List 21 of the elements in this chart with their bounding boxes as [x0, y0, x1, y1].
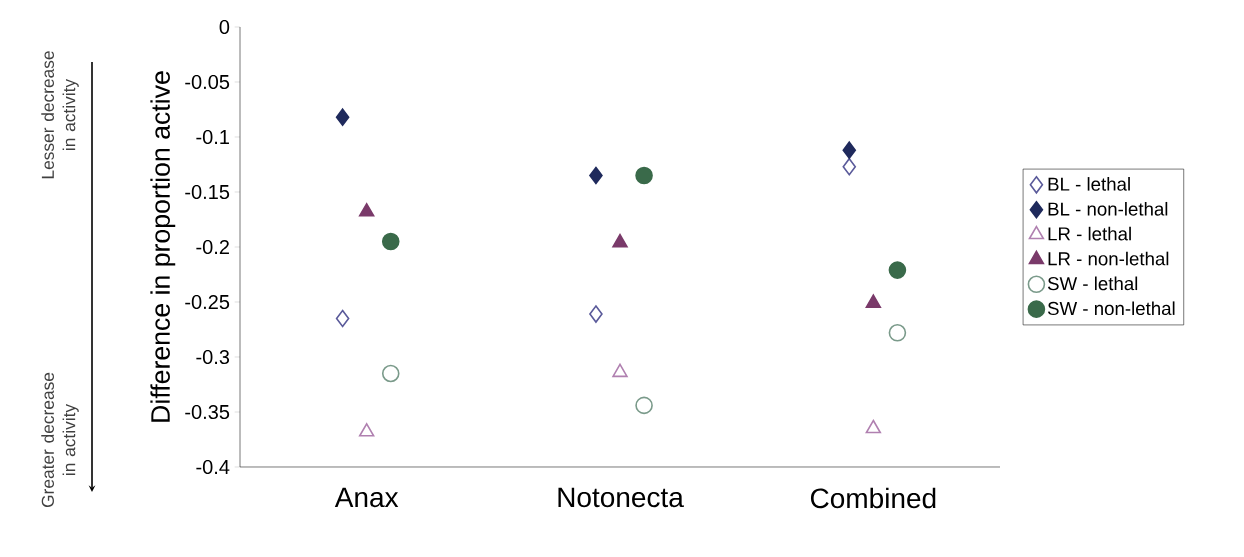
text: Greater decrease in activity [41, 372, 79, 508]
y-axis-title: Difference in proportion active [150, 71, 176, 422]
y-tick-label: -0.1 [196, 129, 229, 145]
y-tick-label: -0.15 [185, 184, 230, 200]
legend-label: SW - non-lethal [1047, 301, 1175, 316]
y-tick-label: 0 [219, 19, 230, 35]
text: Lesser decrease in activity [41, 51, 79, 179]
y-tick-label: -0.4 [196, 459, 230, 475]
y-tick-label: -0.25 [185, 294, 230, 310]
legend-label: SW - lethal [1047, 276, 1138, 291]
x-tick-label: Notonecta [558, 487, 684, 508]
y-tick-label: -0.35 [185, 404, 230, 420]
x-tick-label: Combined [810, 487, 936, 509]
x-tick-label: Anax [334, 487, 399, 508]
y-tick-label: -0.3 [196, 349, 230, 365]
y-tick-label: -0.2 [196, 239, 229, 255]
legend-label: LR - lethal [1048, 226, 1131, 241]
y-tick-label: -0.05 [185, 74, 230, 90]
legend-label: BL - non-lethal [1048, 201, 1168, 216]
legend-label: BL - lethal [1048, 177, 1130, 191]
legend-label: LR - non-lethal [1048, 251, 1169, 266]
